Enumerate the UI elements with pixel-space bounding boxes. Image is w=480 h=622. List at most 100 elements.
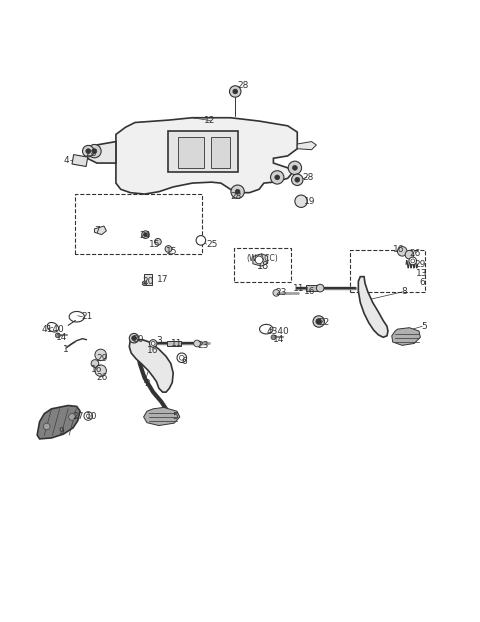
Polygon shape [129, 340, 173, 392]
Text: 6: 6 [419, 278, 425, 287]
Text: 8: 8 [401, 287, 407, 297]
Circle shape [95, 365, 107, 376]
Text: 11: 11 [171, 339, 182, 348]
Text: 14: 14 [56, 333, 68, 341]
Circle shape [177, 353, 187, 363]
Circle shape [84, 412, 93, 420]
Text: 6: 6 [182, 356, 188, 366]
Text: 25: 25 [206, 239, 218, 249]
FancyBboxPatch shape [234, 248, 291, 282]
Text: 5: 5 [172, 412, 178, 422]
Text: 16: 16 [147, 346, 158, 355]
Polygon shape [253, 254, 268, 266]
Circle shape [43, 423, 50, 430]
Circle shape [95, 349, 107, 361]
Bar [144, 274, 152, 285]
Text: 27: 27 [72, 412, 84, 422]
Circle shape [273, 289, 280, 296]
Circle shape [313, 316, 324, 327]
Circle shape [405, 251, 414, 259]
Circle shape [316, 284, 324, 292]
Circle shape [86, 149, 91, 154]
Text: 17: 17 [156, 276, 168, 284]
Text: 4340: 4340 [266, 327, 289, 335]
Circle shape [142, 281, 147, 285]
Text: 23: 23 [197, 341, 208, 350]
Circle shape [292, 165, 297, 170]
Text: 10: 10 [86, 412, 98, 422]
Text: 30: 30 [132, 335, 144, 344]
Text: 9: 9 [59, 427, 64, 436]
Text: 5: 5 [421, 322, 427, 331]
Circle shape [129, 333, 139, 343]
Text: 21: 21 [82, 312, 93, 321]
Polygon shape [116, 118, 297, 194]
Circle shape [233, 89, 238, 94]
Circle shape [69, 414, 75, 420]
Circle shape [411, 259, 415, 263]
Circle shape [92, 149, 97, 154]
Circle shape [231, 185, 244, 198]
Text: 26: 26 [97, 373, 108, 383]
Text: 24: 24 [140, 231, 151, 240]
Circle shape [155, 238, 161, 245]
Circle shape [275, 175, 280, 180]
Text: 14: 14 [274, 335, 285, 344]
Circle shape [288, 161, 301, 175]
Text: 16: 16 [304, 287, 316, 297]
Text: 1: 1 [63, 345, 69, 354]
Circle shape [316, 318, 322, 324]
Circle shape [397, 246, 407, 256]
Circle shape [55, 333, 60, 338]
Circle shape [194, 340, 200, 347]
Text: 4140: 4140 [42, 325, 65, 333]
Text: 16: 16 [91, 364, 103, 374]
Text: 13: 13 [416, 269, 427, 278]
Text: 4: 4 [63, 156, 69, 165]
Circle shape [291, 174, 303, 185]
Text: 28: 28 [85, 149, 96, 158]
Circle shape [180, 355, 184, 360]
Bar [168, 341, 181, 346]
Polygon shape [37, 406, 80, 439]
Text: 22: 22 [319, 318, 330, 327]
Text: (W/ACC): (W/ACC) [247, 254, 278, 262]
Circle shape [165, 246, 172, 253]
Circle shape [271, 170, 284, 184]
Circle shape [144, 233, 147, 236]
Text: 29: 29 [414, 260, 426, 269]
Circle shape [91, 360, 99, 368]
Text: 16: 16 [393, 246, 404, 254]
Circle shape [88, 144, 101, 158]
Text: 29: 29 [97, 354, 108, 363]
Circle shape [149, 340, 157, 347]
Text: 12: 12 [204, 116, 216, 124]
Circle shape [295, 195, 307, 208]
Text: 18: 18 [256, 261, 269, 271]
Circle shape [409, 257, 417, 265]
Text: 7: 7 [95, 226, 100, 235]
Text: 15: 15 [149, 239, 161, 249]
Bar [72, 155, 88, 167]
Circle shape [196, 236, 205, 245]
Text: 28: 28 [230, 192, 242, 201]
Text: 23: 23 [276, 289, 287, 297]
Circle shape [295, 177, 300, 182]
Polygon shape [87, 142, 116, 163]
Bar [178, 137, 204, 168]
Text: 26: 26 [409, 249, 421, 258]
Polygon shape [392, 328, 420, 345]
Circle shape [86, 414, 90, 418]
Circle shape [83, 146, 94, 157]
Circle shape [142, 231, 149, 238]
Text: 20: 20 [142, 277, 154, 286]
Circle shape [229, 86, 241, 97]
Polygon shape [144, 407, 180, 425]
Text: 28: 28 [238, 81, 249, 90]
Text: 2: 2 [144, 379, 150, 388]
Text: 28: 28 [302, 173, 313, 182]
Circle shape [271, 335, 276, 340]
Polygon shape [95, 226, 107, 234]
Polygon shape [359, 277, 388, 337]
Circle shape [151, 341, 155, 345]
